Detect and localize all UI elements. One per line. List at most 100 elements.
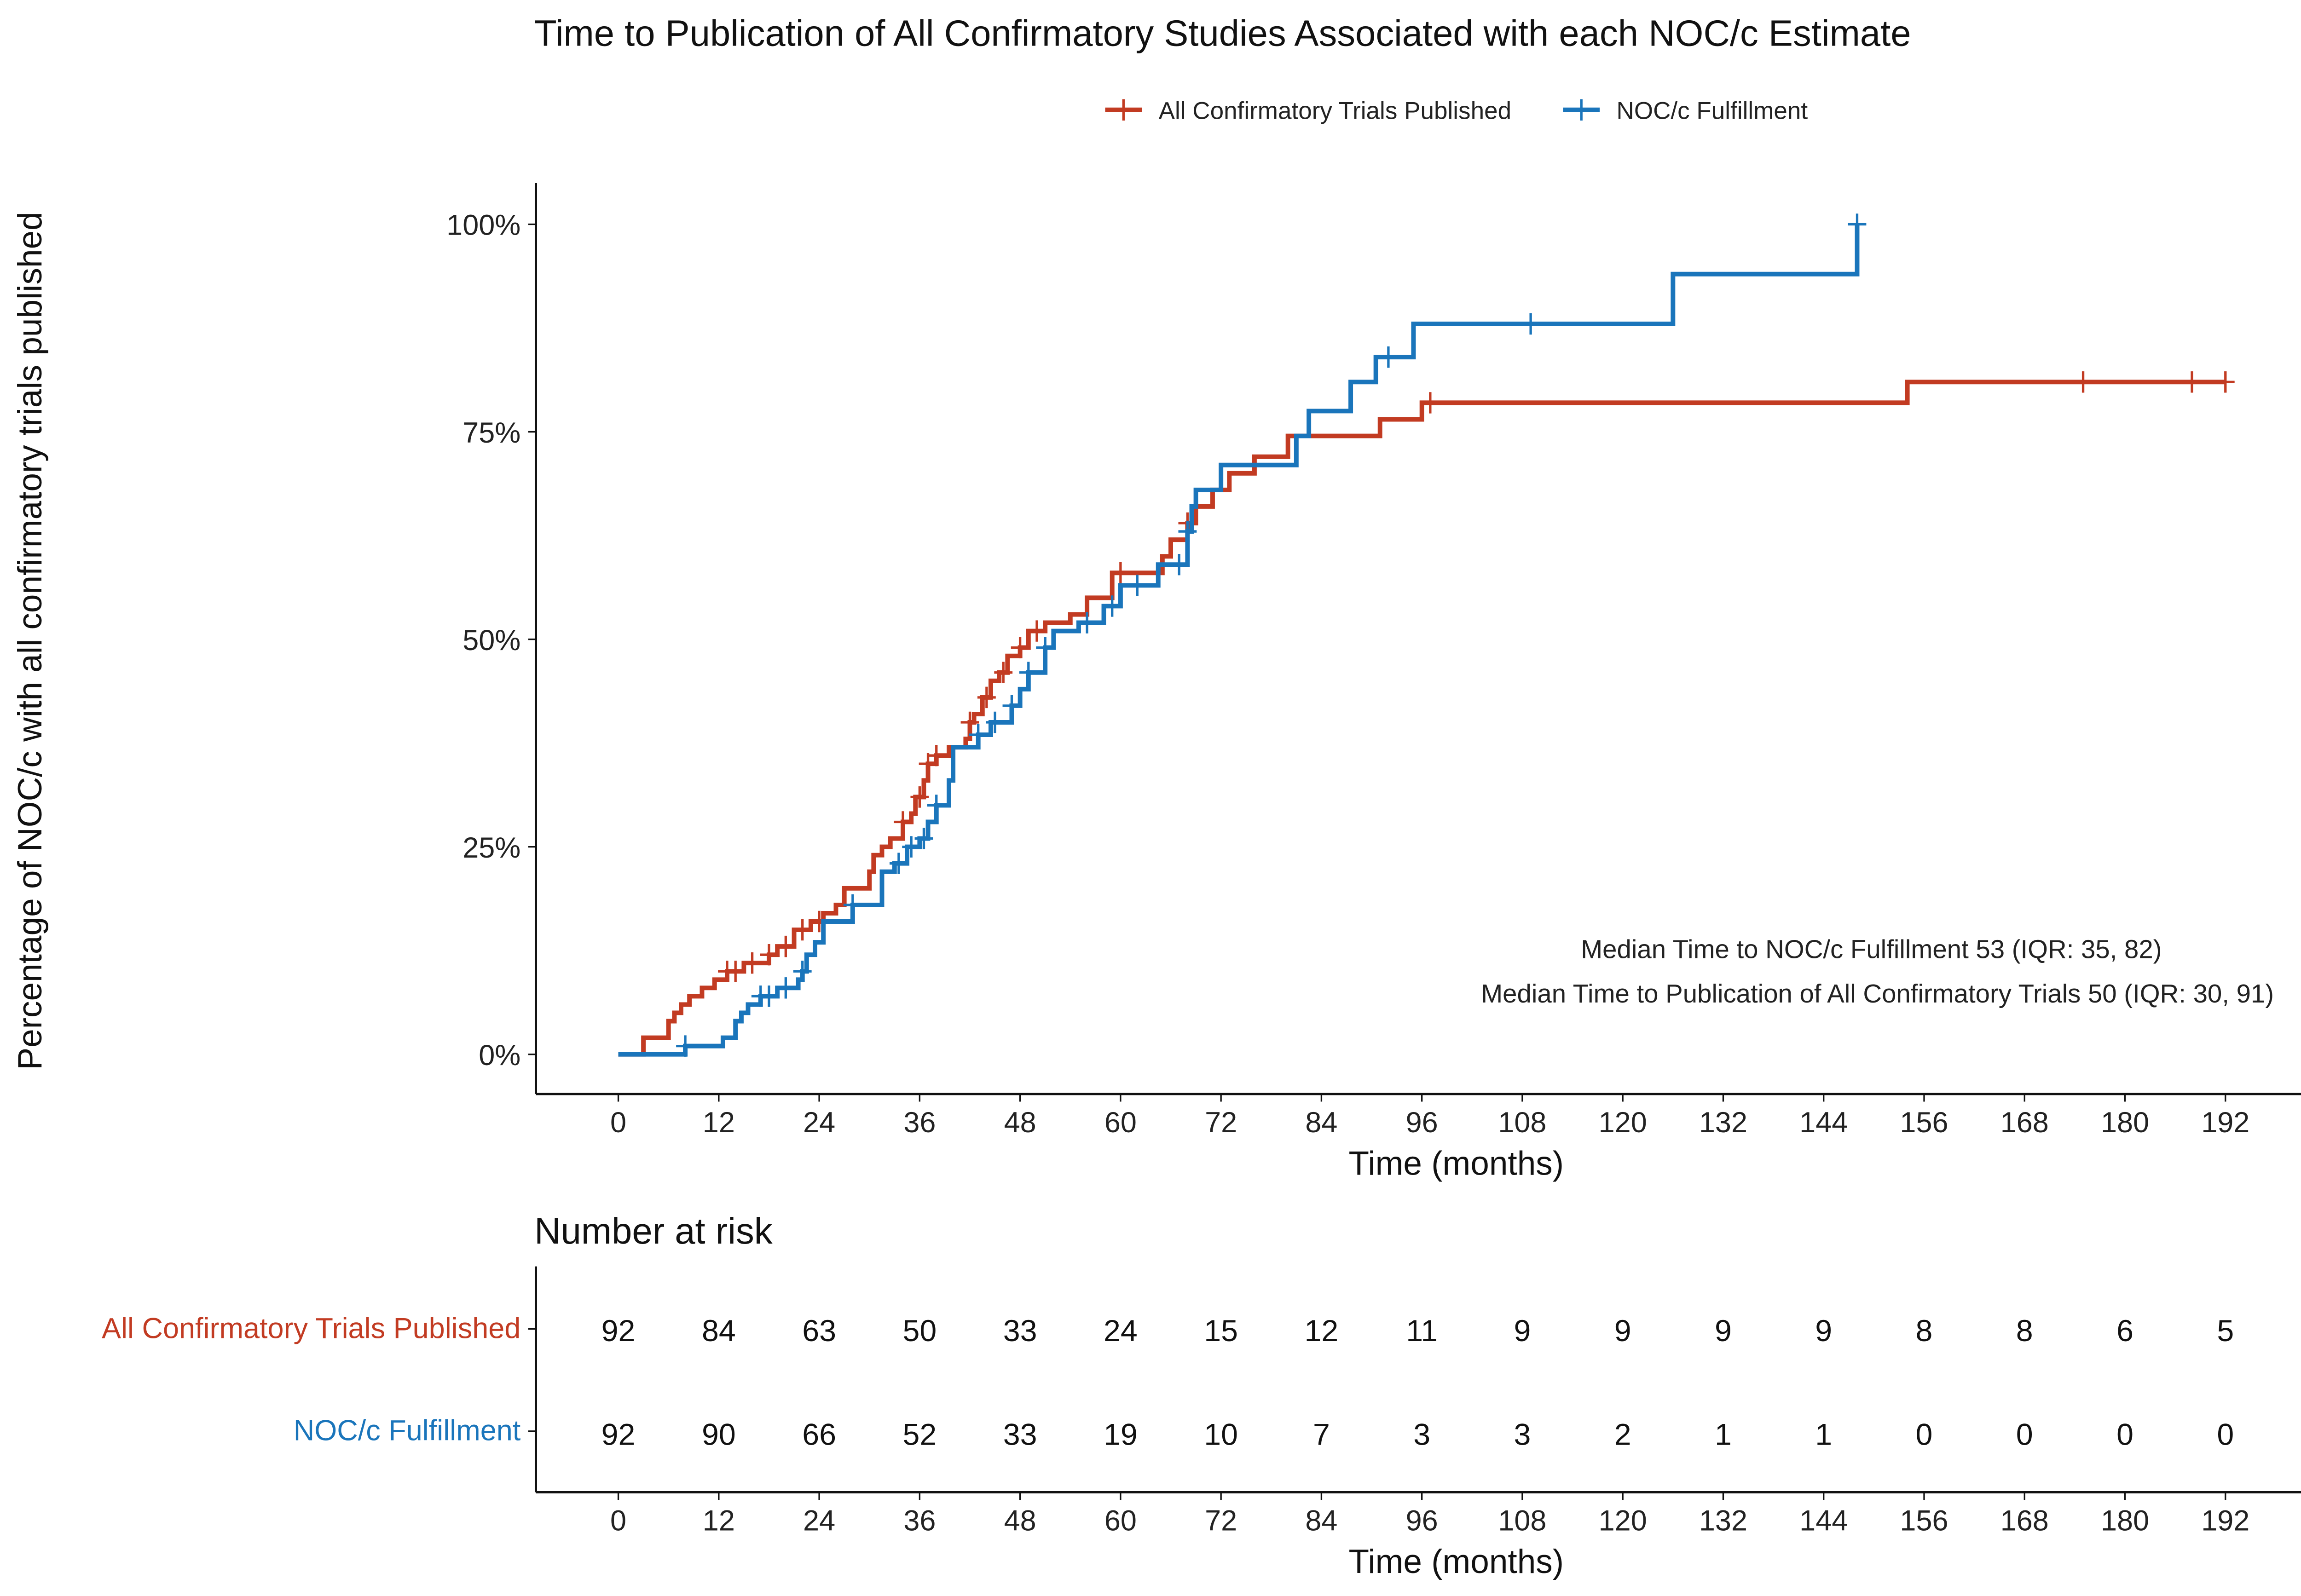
censor-mark (776, 977, 795, 999)
censor-mark (2216, 371, 2235, 393)
risk-count: 84 (702, 1314, 736, 1348)
x-tick-label: 60 (1104, 1504, 1137, 1537)
censor-mark (760, 985, 778, 1007)
censor-mark (1128, 575, 1147, 596)
x-tick-label: 12 (703, 1106, 735, 1139)
censor-mark (914, 828, 933, 849)
censor-mark (927, 744, 946, 766)
x-tick-label: 60 (1104, 1106, 1137, 1139)
y-axis-label: Percentage of NOC/c with all confirmator… (12, 212, 49, 1070)
censor-mark (793, 961, 812, 982)
risk-count: 3 (1514, 1418, 1531, 1452)
x-tick-label: 72 (1205, 1504, 1237, 1537)
risk-count: 52 (902, 1418, 937, 1452)
risk-count: 24 (1104, 1314, 1138, 1348)
censor-mark (910, 786, 929, 808)
x-tick-label: 24 (803, 1504, 835, 1537)
censor-mark (793, 919, 812, 941)
censor-mark (743, 952, 762, 974)
risk-count: 50 (902, 1314, 937, 1348)
risk-count: 66 (802, 1418, 836, 1452)
censor-mark (676, 1035, 694, 1057)
risk-count: 8 (2016, 1314, 2033, 1348)
censor-mark (1011, 637, 1029, 658)
censor-mark (1170, 554, 1189, 576)
legend-label-noc: NOC/c Fulfillment (1617, 98, 1808, 125)
x-tick-label: 180 (2101, 1504, 2149, 1537)
censor-mark (2183, 371, 2201, 393)
censor-mark (1036, 637, 1055, 658)
censor-mark (1178, 520, 1197, 542)
legend-label-all-trials: All Confirmatory Trials Published (1159, 98, 1512, 125)
censor-mark (902, 836, 921, 858)
censor-mark (969, 724, 988, 746)
censor-mark (843, 894, 862, 916)
censor-mark (994, 662, 1013, 683)
x-tick-label: 96 (1406, 1504, 1438, 1537)
risk-count: 9 (1815, 1314, 1832, 1348)
risk-count: 63 (802, 1314, 836, 1348)
risk-count: 0 (2116, 1418, 2133, 1452)
risk-x-axis-label: Time (months) (1349, 1543, 1564, 1580)
x-tick-label: 36 (903, 1504, 936, 1537)
risk-count: 92 (601, 1314, 636, 1348)
risk-count: 7 (1313, 1418, 1330, 1452)
risk-count: 33 (1003, 1418, 1037, 1452)
risk-count: 0 (1916, 1418, 1933, 1452)
censor-mark (927, 795, 946, 816)
legend: All Confirmatory Trials Published NOC/c … (1105, 98, 1808, 125)
risk-count: 19 (1104, 1418, 1138, 1452)
censor-mark (986, 711, 1004, 733)
y-tick-label: 100% (446, 209, 520, 242)
annotation-median-noc: Median Time to NOC/c Fulfillment 53 (IQR… (1581, 935, 2162, 964)
censor-mark (960, 711, 979, 733)
censor-mark (1111, 562, 1130, 584)
censor-mark (1019, 662, 1038, 683)
risk-count: 92 (601, 1418, 636, 1452)
x-tick-label: 72 (1205, 1106, 1237, 1139)
censor-mark (760, 944, 778, 966)
x-tick-label: 0 (610, 1504, 626, 1537)
x-tick-label: 132 (1699, 1504, 1747, 1537)
x-tick-label: 132 (1699, 1106, 1747, 1139)
annotation-median-publication: Median Time to Publication of All Confir… (1481, 979, 2274, 1008)
risk-table-title: Number at risk (534, 1210, 773, 1251)
risk-row-label-all-trials: All Confirmatory Trials Published (102, 1313, 520, 1345)
risk-count: 90 (702, 1418, 736, 1452)
censor-mark (726, 961, 745, 982)
risk-count: 2 (1614, 1418, 1631, 1452)
y-tick-label: 50% (463, 624, 520, 657)
x-tick-label: 156 (1900, 1106, 1948, 1139)
risk-count: 5 (2217, 1314, 2234, 1348)
x-tick-label: 120 (1599, 1106, 1647, 1139)
censor-mark (1421, 392, 1440, 414)
risk-count: 8 (1916, 1314, 1933, 1348)
censor-mark (1103, 595, 1122, 617)
risk-count: 15 (1204, 1314, 1238, 1348)
censor-mark (889, 853, 908, 874)
y-tick-label: 75% (463, 417, 520, 449)
risk-count: 9 (1715, 1314, 1732, 1348)
y-tick-label: 0% (479, 1039, 520, 1072)
risk-count: 1 (1815, 1418, 1832, 1452)
censor-mark (776, 935, 795, 957)
x-tick-label: 192 (2201, 1106, 2249, 1139)
x-tick-label: 180 (2101, 1106, 2149, 1139)
x-tick-label: 48 (1004, 1504, 1036, 1537)
x-tick-label: 144 (1799, 1504, 1848, 1537)
x-tick-label: 108 (1498, 1106, 1546, 1139)
x-tick-label: 36 (903, 1106, 936, 1139)
x-tick-label: 108 (1498, 1504, 1546, 1537)
x-tick-label: 96 (1406, 1106, 1438, 1139)
censor-mark (1002, 695, 1021, 717)
risk-count: 0 (2217, 1418, 2234, 1452)
x-axis-label: Time (months) (1349, 1145, 1564, 1182)
censor-mark (2074, 371, 2093, 393)
chart-title: Time to Publication of All Confirmatory … (534, 12, 1911, 53)
x-tick-label: 84 (1305, 1106, 1337, 1139)
censor-mark (1521, 313, 1540, 335)
x-tick-label: 168 (2000, 1504, 2049, 1537)
risk-row-label-noc: NOC/c Fulfillment (294, 1415, 521, 1447)
x-tick-label: 84 (1305, 1504, 1337, 1537)
